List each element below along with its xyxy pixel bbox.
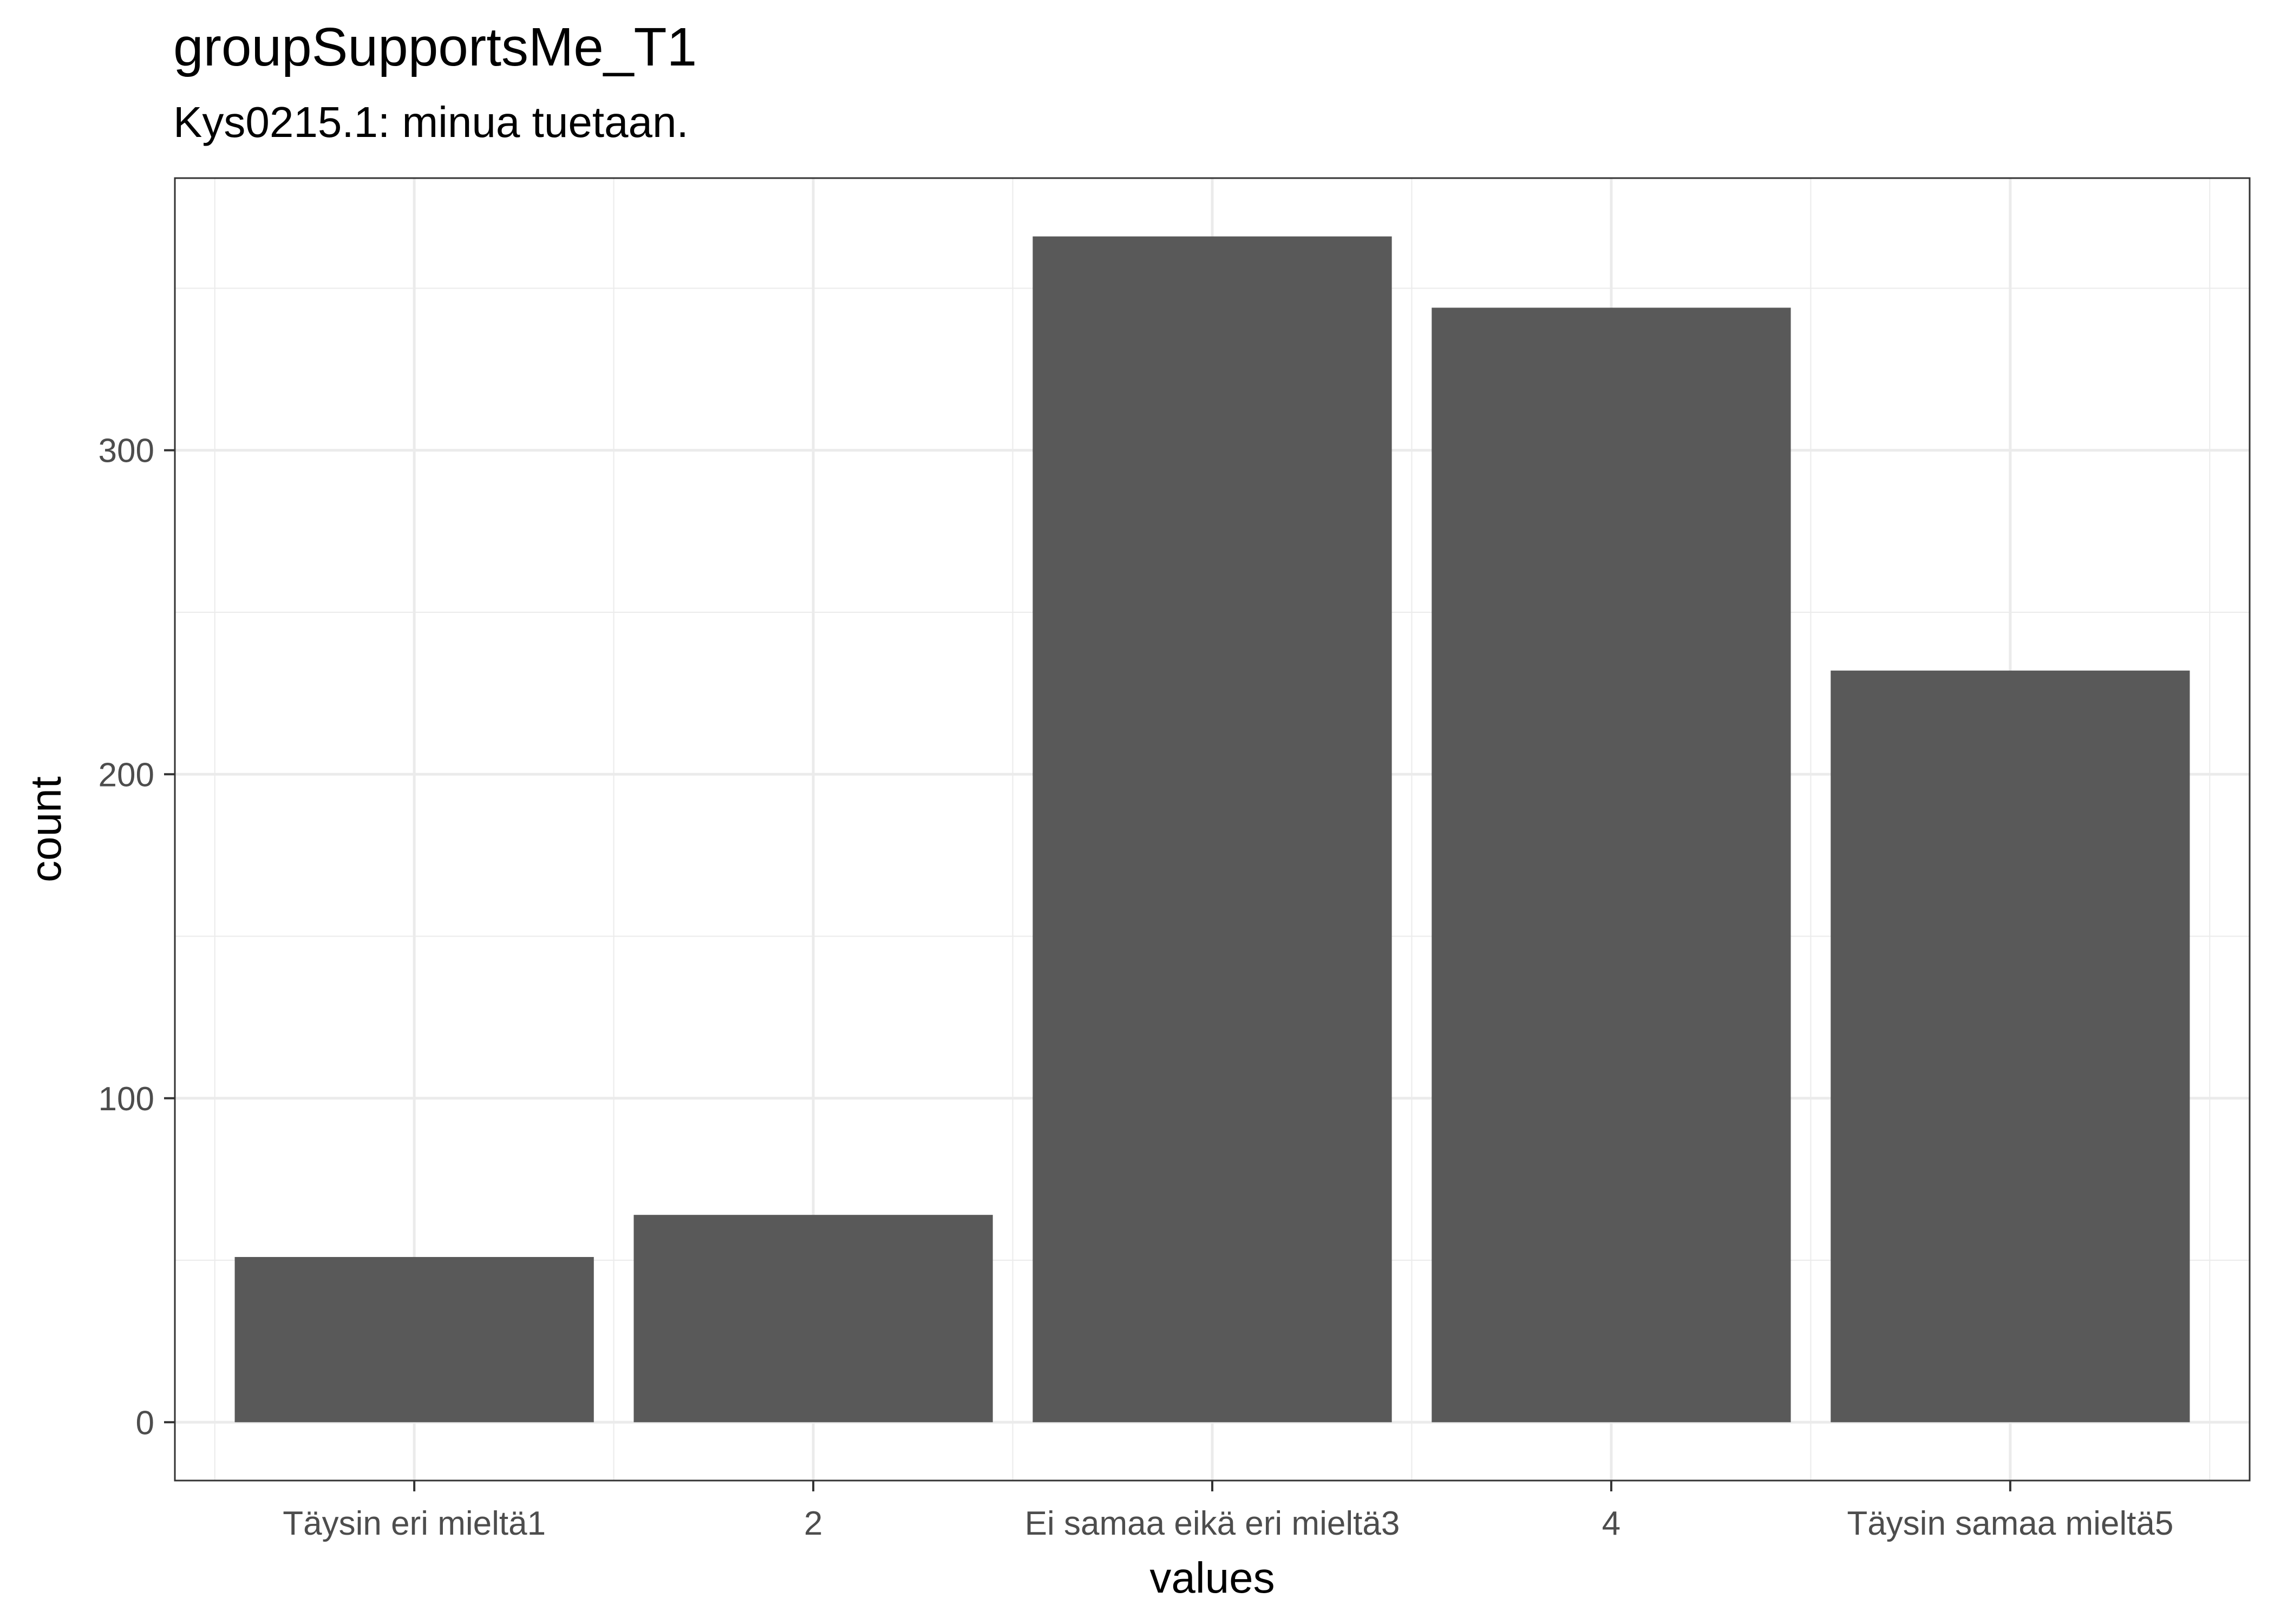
y-tick-label: 200 <box>99 756 154 794</box>
chart-subtitle: Kys0215.1: minua tuetaan. <box>173 98 689 146</box>
bar <box>1831 670 2190 1423</box>
x-tick-label: Ei samaa eikä eri mieltä3 <box>1025 1505 1400 1542</box>
bar <box>633 1215 993 1423</box>
x-tick-labels: Täysin eri mieltä1 2 Ei samaa eikä eri mie… <box>283 1505 2173 1542</box>
bar <box>1432 307 1791 1423</box>
x-tick-label: 4 <box>1602 1505 1620 1542</box>
y-tick-label: 100 <box>99 1081 154 1118</box>
x-axis-title: values <box>1149 1554 1275 1602</box>
y-axis-title: count <box>22 776 70 882</box>
y-tick-label: 0 <box>136 1404 154 1442</box>
bar <box>234 1257 594 1423</box>
x-tick-label: Täysin samaa mieltä5 <box>1847 1505 2173 1542</box>
y-tick-labels: 0 100 200 300 <box>99 433 154 1442</box>
x-tick-label: Täysin eri mieltä1 <box>283 1505 546 1542</box>
bars <box>234 236 2190 1423</box>
x-tick-label: 2 <box>804 1505 822 1542</box>
bar <box>1033 236 1392 1423</box>
axis-ticks <box>164 449 2011 1491</box>
chart-title: groupSupportsMe_T1 <box>173 17 697 77</box>
y-tick-label: 300 <box>99 433 154 470</box>
